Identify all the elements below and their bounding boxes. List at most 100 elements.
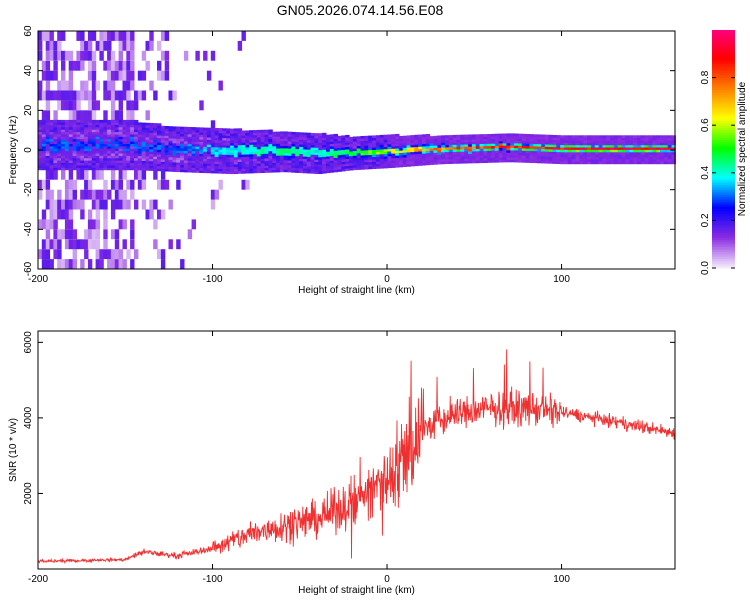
signal-cell <box>644 144 649 148</box>
noise-cell <box>114 60 120 71</box>
signal-cell <box>314 137 319 141</box>
signal-cell <box>61 138 66 142</box>
noise-cell <box>87 90 93 101</box>
signal-cell <box>103 167 108 171</box>
noise-cell <box>91 199 97 210</box>
signal-cell <box>122 143 127 147</box>
signal-cell <box>157 139 162 143</box>
signal-cell <box>406 161 411 165</box>
signal-cell <box>206 146 212 150</box>
signal-cell <box>521 152 527 156</box>
noise-cell <box>157 179 162 190</box>
signal-cell <box>80 131 85 135</box>
signal-cell <box>191 131 196 135</box>
signal-cell <box>610 140 615 143</box>
colorbar-segment <box>712 246 735 250</box>
signal-cell <box>617 159 623 162</box>
signal-cell <box>414 137 419 140</box>
noise-cell <box>68 229 74 240</box>
signal-cell <box>295 153 300 157</box>
signal-cell <box>671 154 676 158</box>
signal-cell <box>118 136 123 140</box>
signal-cell <box>494 159 500 163</box>
signal-cell <box>306 154 312 157</box>
signal-cell <box>406 142 411 146</box>
signal-cell <box>279 138 285 142</box>
signal-cell <box>352 165 358 168</box>
signal-cell <box>233 161 239 165</box>
signal-cell <box>153 163 158 167</box>
signal-cell <box>230 152 235 156</box>
signal-cell <box>87 134 93 137</box>
signal-cell <box>433 154 438 158</box>
signal-cell <box>402 138 408 141</box>
signal-cell <box>379 158 385 162</box>
signal-cell <box>222 140 227 143</box>
signal-cell <box>637 140 642 143</box>
signal-cell <box>64 131 70 135</box>
signal-cell <box>253 130 258 133</box>
signal-cell <box>57 148 62 152</box>
signal-cell <box>341 161 346 165</box>
signal-cell <box>84 119 89 123</box>
signal-cell <box>110 162 116 166</box>
colorbar-tick-label: 0.0 <box>700 261 711 275</box>
signal-cell <box>402 159 408 163</box>
signal-cell <box>602 154 607 158</box>
signal-cell <box>172 126 177 130</box>
signal-cell <box>187 169 193 173</box>
signal-cell <box>333 148 338 151</box>
signal-cell <box>621 142 626 146</box>
signal-cell <box>352 153 358 156</box>
signal-cell <box>414 144 419 148</box>
signal-cell <box>110 165 116 168</box>
signal-cell <box>245 132 250 136</box>
signal-cell <box>314 147 319 151</box>
signal-cell <box>421 146 427 149</box>
signal-cell <box>134 146 139 149</box>
signal-cell <box>122 122 127 125</box>
signal-cell <box>253 137 258 140</box>
signal-cell <box>498 152 504 156</box>
signal-cell <box>379 137 385 140</box>
signal-cell <box>468 141 473 145</box>
signal-cell <box>279 150 285 154</box>
signal-cell <box>318 145 323 148</box>
signal-cell <box>295 139 300 142</box>
signal-cell <box>61 124 66 128</box>
signal-cell <box>483 134 488 137</box>
signal-cell <box>644 152 649 155</box>
signal-cell <box>287 153 292 156</box>
signal-cell <box>130 155 135 159</box>
signal-cell <box>598 149 603 153</box>
signal-cell <box>379 161 385 164</box>
signal-cell <box>91 136 97 140</box>
signal-cell <box>410 154 415 157</box>
signal-cell <box>233 166 239 170</box>
signal-cell <box>230 164 235 167</box>
signal-cell <box>72 148 77 152</box>
signal-cell <box>260 132 266 135</box>
signal-cell <box>249 165 254 169</box>
signal-cell <box>648 152 653 155</box>
signal-cell <box>410 149 415 153</box>
signal-cell <box>498 143 504 146</box>
signal-cell <box>487 145 492 149</box>
signal-cell <box>637 152 642 155</box>
signal-cell <box>57 153 62 156</box>
signal-cell <box>314 145 319 148</box>
signal-cell <box>429 155 434 158</box>
signal-cell <box>587 140 592 143</box>
signal-cell <box>61 129 66 133</box>
signal-cell <box>91 134 97 137</box>
signal-cell <box>233 157 239 160</box>
signal-cell <box>310 154 315 158</box>
signal-cell <box>383 146 388 150</box>
noise-cell <box>160 70 166 81</box>
signal-cell <box>395 138 400 142</box>
signal-cell <box>218 156 223 160</box>
signal-cell <box>164 128 170 132</box>
signal-cell <box>183 138 189 142</box>
noise-cell <box>64 259 70 269</box>
signal-cell <box>598 142 603 146</box>
